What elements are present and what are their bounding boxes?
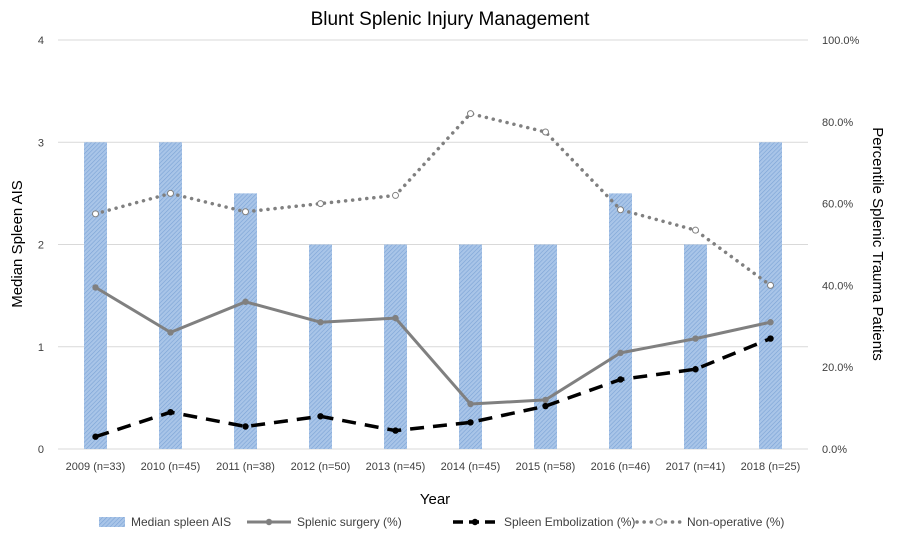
x-tick-label: 2014 (n=45) xyxy=(441,461,501,473)
bar xyxy=(759,142,782,449)
y2-tick-label: 80.0% xyxy=(822,117,853,129)
x-axis-title: Year xyxy=(420,491,450,508)
data-point xyxy=(242,423,249,430)
y2-tick-label: 0.0% xyxy=(822,444,847,456)
legend-label: Splenic surgery (%) xyxy=(297,515,402,529)
data-point xyxy=(167,408,174,416)
data-point xyxy=(242,298,249,305)
data-point xyxy=(542,402,549,410)
y2-tick-label: 40.0% xyxy=(822,280,853,292)
legend: Median spleen AIS Splenic surgery (%) Sple… xyxy=(99,515,784,529)
chart-title: Blunt Splenic Injury Management xyxy=(311,9,591,30)
data-point xyxy=(767,335,774,342)
y-tick-label: 3 xyxy=(38,137,44,149)
data-point xyxy=(317,413,324,420)
legend-label: Spleen Embolization (%) xyxy=(504,515,635,529)
axes: 012340.0%20.0%40.0%60.0%80.0%100.0%2009 … xyxy=(38,35,860,473)
bar-series xyxy=(84,142,782,449)
data-point xyxy=(167,329,174,336)
y2-tick-label: 20.0% xyxy=(822,362,853,374)
legend-label: Non-operative (%) xyxy=(687,515,784,529)
y-tick-label: 1 xyxy=(38,342,44,354)
data-point xyxy=(692,335,699,342)
data-point xyxy=(767,281,774,289)
bar xyxy=(234,193,257,449)
bar xyxy=(309,244,332,449)
legend-label: Median spleen AIS xyxy=(131,515,231,529)
bar xyxy=(384,244,407,449)
x-tick-label: 2010 (n=45) xyxy=(141,461,201,473)
x-tick-label: 2009 (n=33) xyxy=(66,461,126,473)
data-point xyxy=(92,433,99,440)
series-line xyxy=(94,286,771,406)
legend-marker xyxy=(655,518,663,526)
legend-swatch xyxy=(99,517,125,527)
x-tick-label: 2011 (n=38) xyxy=(216,461,275,473)
data-point xyxy=(242,208,249,216)
y2-axis-title: Percentile Splenic Trauma Patients xyxy=(869,127,886,360)
x-tick-label: 2018 (n=25) xyxy=(741,461,801,473)
data-point xyxy=(317,319,324,326)
data-point xyxy=(692,366,699,373)
bar xyxy=(459,244,482,449)
data-point xyxy=(542,128,549,136)
data-point xyxy=(467,110,474,118)
series-line xyxy=(94,336,772,439)
y-tick-label: 4 xyxy=(38,35,44,47)
data-point xyxy=(392,314,399,322)
bar xyxy=(684,244,707,449)
y-axis-title: Median Spleen AIS xyxy=(9,180,26,308)
y2-tick-label: 60.0% xyxy=(822,199,853,211)
data-point xyxy=(542,396,549,404)
x-tick-label: 2015 (n=58) xyxy=(516,461,576,473)
bar xyxy=(84,142,107,449)
x-tick-label: 2017 (n=41) xyxy=(666,461,726,473)
line-series xyxy=(92,110,774,440)
data-point xyxy=(767,319,774,326)
y-tick-label: 0 xyxy=(38,444,44,456)
legend-marker xyxy=(265,518,273,526)
data-point xyxy=(617,349,624,357)
data-point xyxy=(392,191,399,199)
x-tick-label: 2013 (n=45) xyxy=(366,461,426,473)
y2-tick-label: 100.0% xyxy=(822,35,860,47)
data-point xyxy=(392,427,399,434)
legend-marker xyxy=(471,518,479,526)
data-point xyxy=(617,206,624,214)
bar xyxy=(159,142,182,449)
data-point xyxy=(317,200,324,208)
data-point xyxy=(467,400,474,408)
data-point xyxy=(92,210,99,218)
data-point xyxy=(617,376,624,383)
bar xyxy=(534,244,557,449)
gridlines xyxy=(58,39,808,450)
data-point xyxy=(467,419,474,426)
series-line xyxy=(93,111,773,288)
x-tick-label: 2016 (n=46) xyxy=(591,461,651,473)
data-point xyxy=(167,189,174,197)
data-point xyxy=(692,226,699,234)
y-tick-label: 2 xyxy=(38,240,44,252)
x-tick-label: 2012 (n=50) xyxy=(291,461,351,473)
data-point xyxy=(92,284,99,291)
bar xyxy=(609,193,632,449)
